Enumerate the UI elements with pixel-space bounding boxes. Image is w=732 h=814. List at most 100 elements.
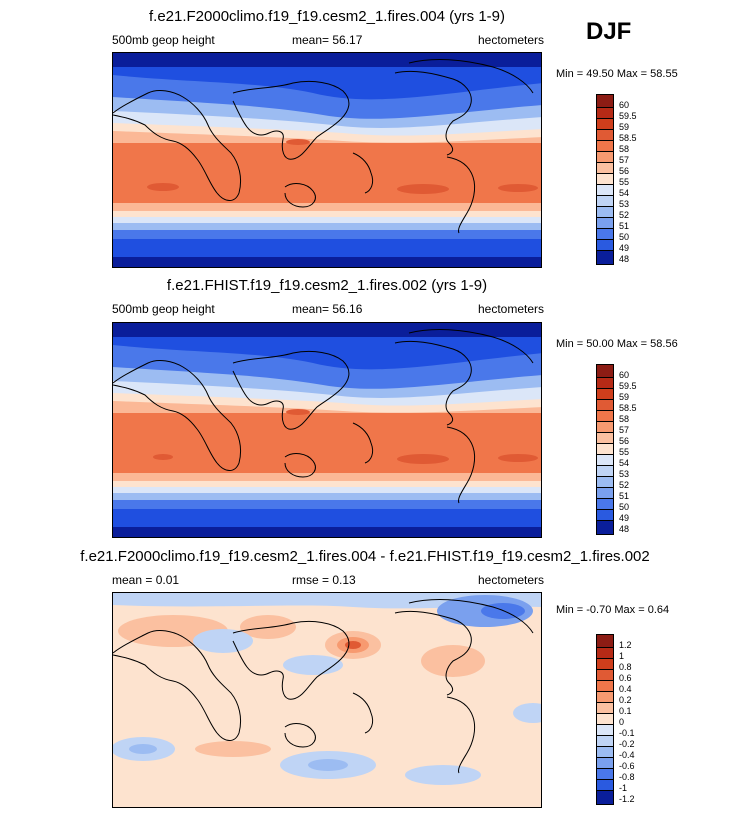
panel-3-rmse-label: rmse = 0.13 (292, 573, 356, 587)
panel-2-mean-label: mean= 56.16 (292, 302, 363, 316)
panel-3-minmax: Min = -0.70 Max = 0.64 (556, 604, 670, 616)
anomaly-pos-pacific-core (345, 641, 361, 649)
colorbar-tick-label: 50 (619, 232, 630, 242)
colorbar-bin (597, 476, 613, 487)
band-south-pale (113, 217, 541, 225)
colorbar-bin (597, 498, 613, 509)
colorbar-bin (597, 724, 613, 735)
anomaly-neg-south-atlantic (405, 765, 481, 785)
colorbar-tick-label: 57 (619, 155, 630, 165)
colorbar-tick-label: 60 (619, 100, 630, 110)
colorbar-tick-label: 51 (619, 221, 630, 231)
polar-band-north (113, 323, 541, 337)
season-label: DJF (586, 18, 632, 45)
max-spot-2 (147, 183, 179, 191)
colorbar-tick-label: 55 (619, 177, 630, 187)
colorbar-tick-label: 60 (619, 370, 630, 380)
band-south-pale (113, 487, 541, 495)
colorbar-tick-label: 59.5 (619, 381, 637, 391)
colorbar-bin (597, 151, 613, 162)
colorbar-bin (597, 487, 613, 498)
colorbar-tick-label: 54 (619, 458, 630, 468)
colorbar-bin (597, 647, 613, 658)
colorbar-bin (597, 365, 613, 377)
panel-2-minmax: Min = 50.00 Max = 58.56 (556, 338, 678, 350)
colorbar-bin (597, 713, 613, 724)
colorbar-bin (597, 95, 613, 107)
colorbar-tick-label: 53 (619, 199, 630, 209)
colorbar-tick-label: 56 (619, 166, 630, 176)
colorbar-bin (597, 206, 613, 217)
panel-1-variable-label: 500mb geop height (112, 33, 215, 47)
colorbar-bin (597, 129, 613, 140)
band-south-mid (113, 500, 541, 510)
anomaly-neg-east (513, 703, 541, 723)
colorbar-bin (597, 239, 613, 250)
panel-3-map-svg (113, 593, 541, 807)
panel-1-minmax: Min = 49.50 Max = 58.55 (556, 68, 678, 80)
colorbar-bin (597, 779, 613, 790)
colorbar-tick-label: 0.2 (619, 695, 632, 705)
colorbar-tick-label: 58.5 (619, 403, 637, 413)
panel-2-colorbar (596, 364, 614, 535)
anomaly-neg-asia (193, 629, 253, 653)
panel-2-map (112, 322, 542, 538)
band-south-cream (113, 481, 541, 489)
colorbar-tick-label: 0.1 (619, 706, 632, 716)
colorbar-tick-label: 52 (619, 210, 630, 220)
panel-2-title: f.e21.FHIST.f19_f19.cesm2_1.fires.002 (y… (166, 277, 488, 294)
colorbar-bin (597, 432, 613, 443)
max-spot-3 (397, 454, 449, 464)
colorbar-tick-label: 59 (619, 392, 630, 402)
colorbar-bin (597, 702, 613, 713)
colorbar-bin (597, 454, 613, 465)
max-spot-4 (498, 454, 538, 462)
colorbar-bin (597, 757, 613, 768)
colorbar-bin (597, 691, 613, 702)
colorbar-bin (597, 635, 613, 647)
polar-band-south (113, 257, 541, 267)
band-south-light-orange (113, 473, 541, 483)
band-south-light (113, 493, 541, 501)
colorbar-tick-label: 58 (619, 144, 630, 154)
colorbar-bin (597, 746, 613, 757)
polar-band-south (113, 527, 541, 537)
colorbar-bin (597, 790, 613, 804)
colorbar-tick-label: -0.8 (619, 772, 635, 782)
colorbar-tick-label: 1 (619, 651, 625, 661)
max-spot-3 (397, 184, 449, 194)
panel-2-variable-label: 500mb geop height (112, 302, 215, 316)
colorbar-bin (597, 377, 613, 388)
panel-1-mean-label: mean= 56.17 (292, 33, 363, 47)
panel-1-map (112, 52, 542, 268)
colorbar-bin (597, 173, 613, 184)
anomaly-neg-south-west-core (129, 744, 157, 754)
colorbar-bin (597, 410, 613, 421)
max-spot-1 (286, 409, 310, 415)
colorbar-tick-label: 49 (619, 513, 630, 523)
band-south-mid (113, 230, 541, 240)
colorbar-bin (597, 250, 613, 264)
panel-3-units-label: hectometers (478, 573, 545, 587)
colorbar-tick-label: 49 (619, 243, 630, 253)
coastlines (113, 599, 534, 774)
colorbar-tick-label: 54 (619, 188, 630, 198)
colorbar-tick-label: 59 (619, 122, 630, 132)
colorbar-bin (597, 768, 613, 779)
panel-1-title: f.e21.F2000climo.f19_f19.cesm2_1.fires.0… (148, 8, 505, 25)
colorbar-bin (597, 658, 613, 669)
colorbar-bin (597, 118, 613, 129)
colorbar-bin (597, 217, 613, 228)
max-spot-4 (498, 184, 538, 192)
colorbar-bin (597, 388, 613, 399)
colorbar-bin (597, 680, 613, 691)
band-south-light (113, 223, 541, 231)
panel-1-units-label: hectometers (478, 33, 545, 47)
colorbar-tick-label: 58.5 (619, 133, 637, 143)
colorbar-bin (597, 443, 613, 454)
panel-1-colorbar (596, 94, 614, 265)
coastlines (113, 329, 534, 504)
panel-1-map-svg (113, 53, 541, 267)
colorbar-bin (597, 465, 613, 476)
polar-band-north (113, 53, 541, 67)
